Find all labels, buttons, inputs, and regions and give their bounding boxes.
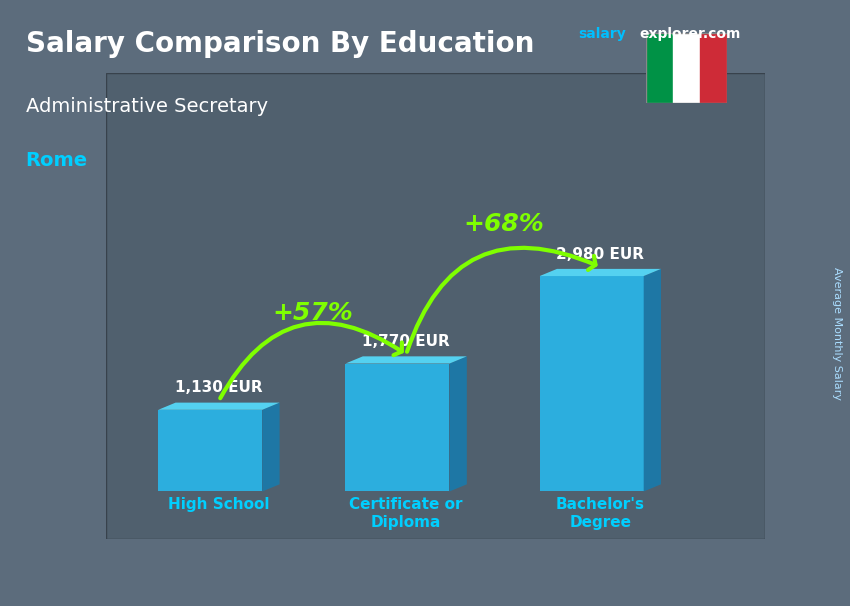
Text: Bachelor's
Degree: Bachelor's Degree [556,498,645,530]
Polygon shape [643,269,661,491]
Polygon shape [158,410,263,491]
Polygon shape [263,402,280,491]
Text: +57%: +57% [272,301,353,325]
FancyBboxPatch shape [106,73,765,539]
Polygon shape [540,269,661,276]
Text: Average Monthly Salary: Average Monthly Salary [832,267,842,400]
Text: Certificate or
Diploma: Certificate or Diploma [349,498,463,530]
Text: 1,130 EUR: 1,130 EUR [175,381,263,396]
Text: explorer.com: explorer.com [639,27,740,41]
Text: salary: salary [578,27,626,41]
Text: 1,770 EUR: 1,770 EUR [362,334,450,349]
Polygon shape [345,364,450,491]
Bar [673,33,700,103]
Text: +68%: +68% [463,212,544,236]
Bar [646,33,673,103]
Text: Salary Comparison By Education: Salary Comparison By Education [26,30,534,58]
Text: High School: High School [168,498,269,513]
Text: Rome: Rome [26,152,88,170]
Text: 2,980 EUR: 2,980 EUR [556,247,644,262]
Polygon shape [345,356,467,364]
Polygon shape [450,356,467,491]
Polygon shape [158,402,280,410]
Polygon shape [540,276,643,491]
Text: Administrative Secretary: Administrative Secretary [26,97,268,116]
Bar [700,33,727,103]
